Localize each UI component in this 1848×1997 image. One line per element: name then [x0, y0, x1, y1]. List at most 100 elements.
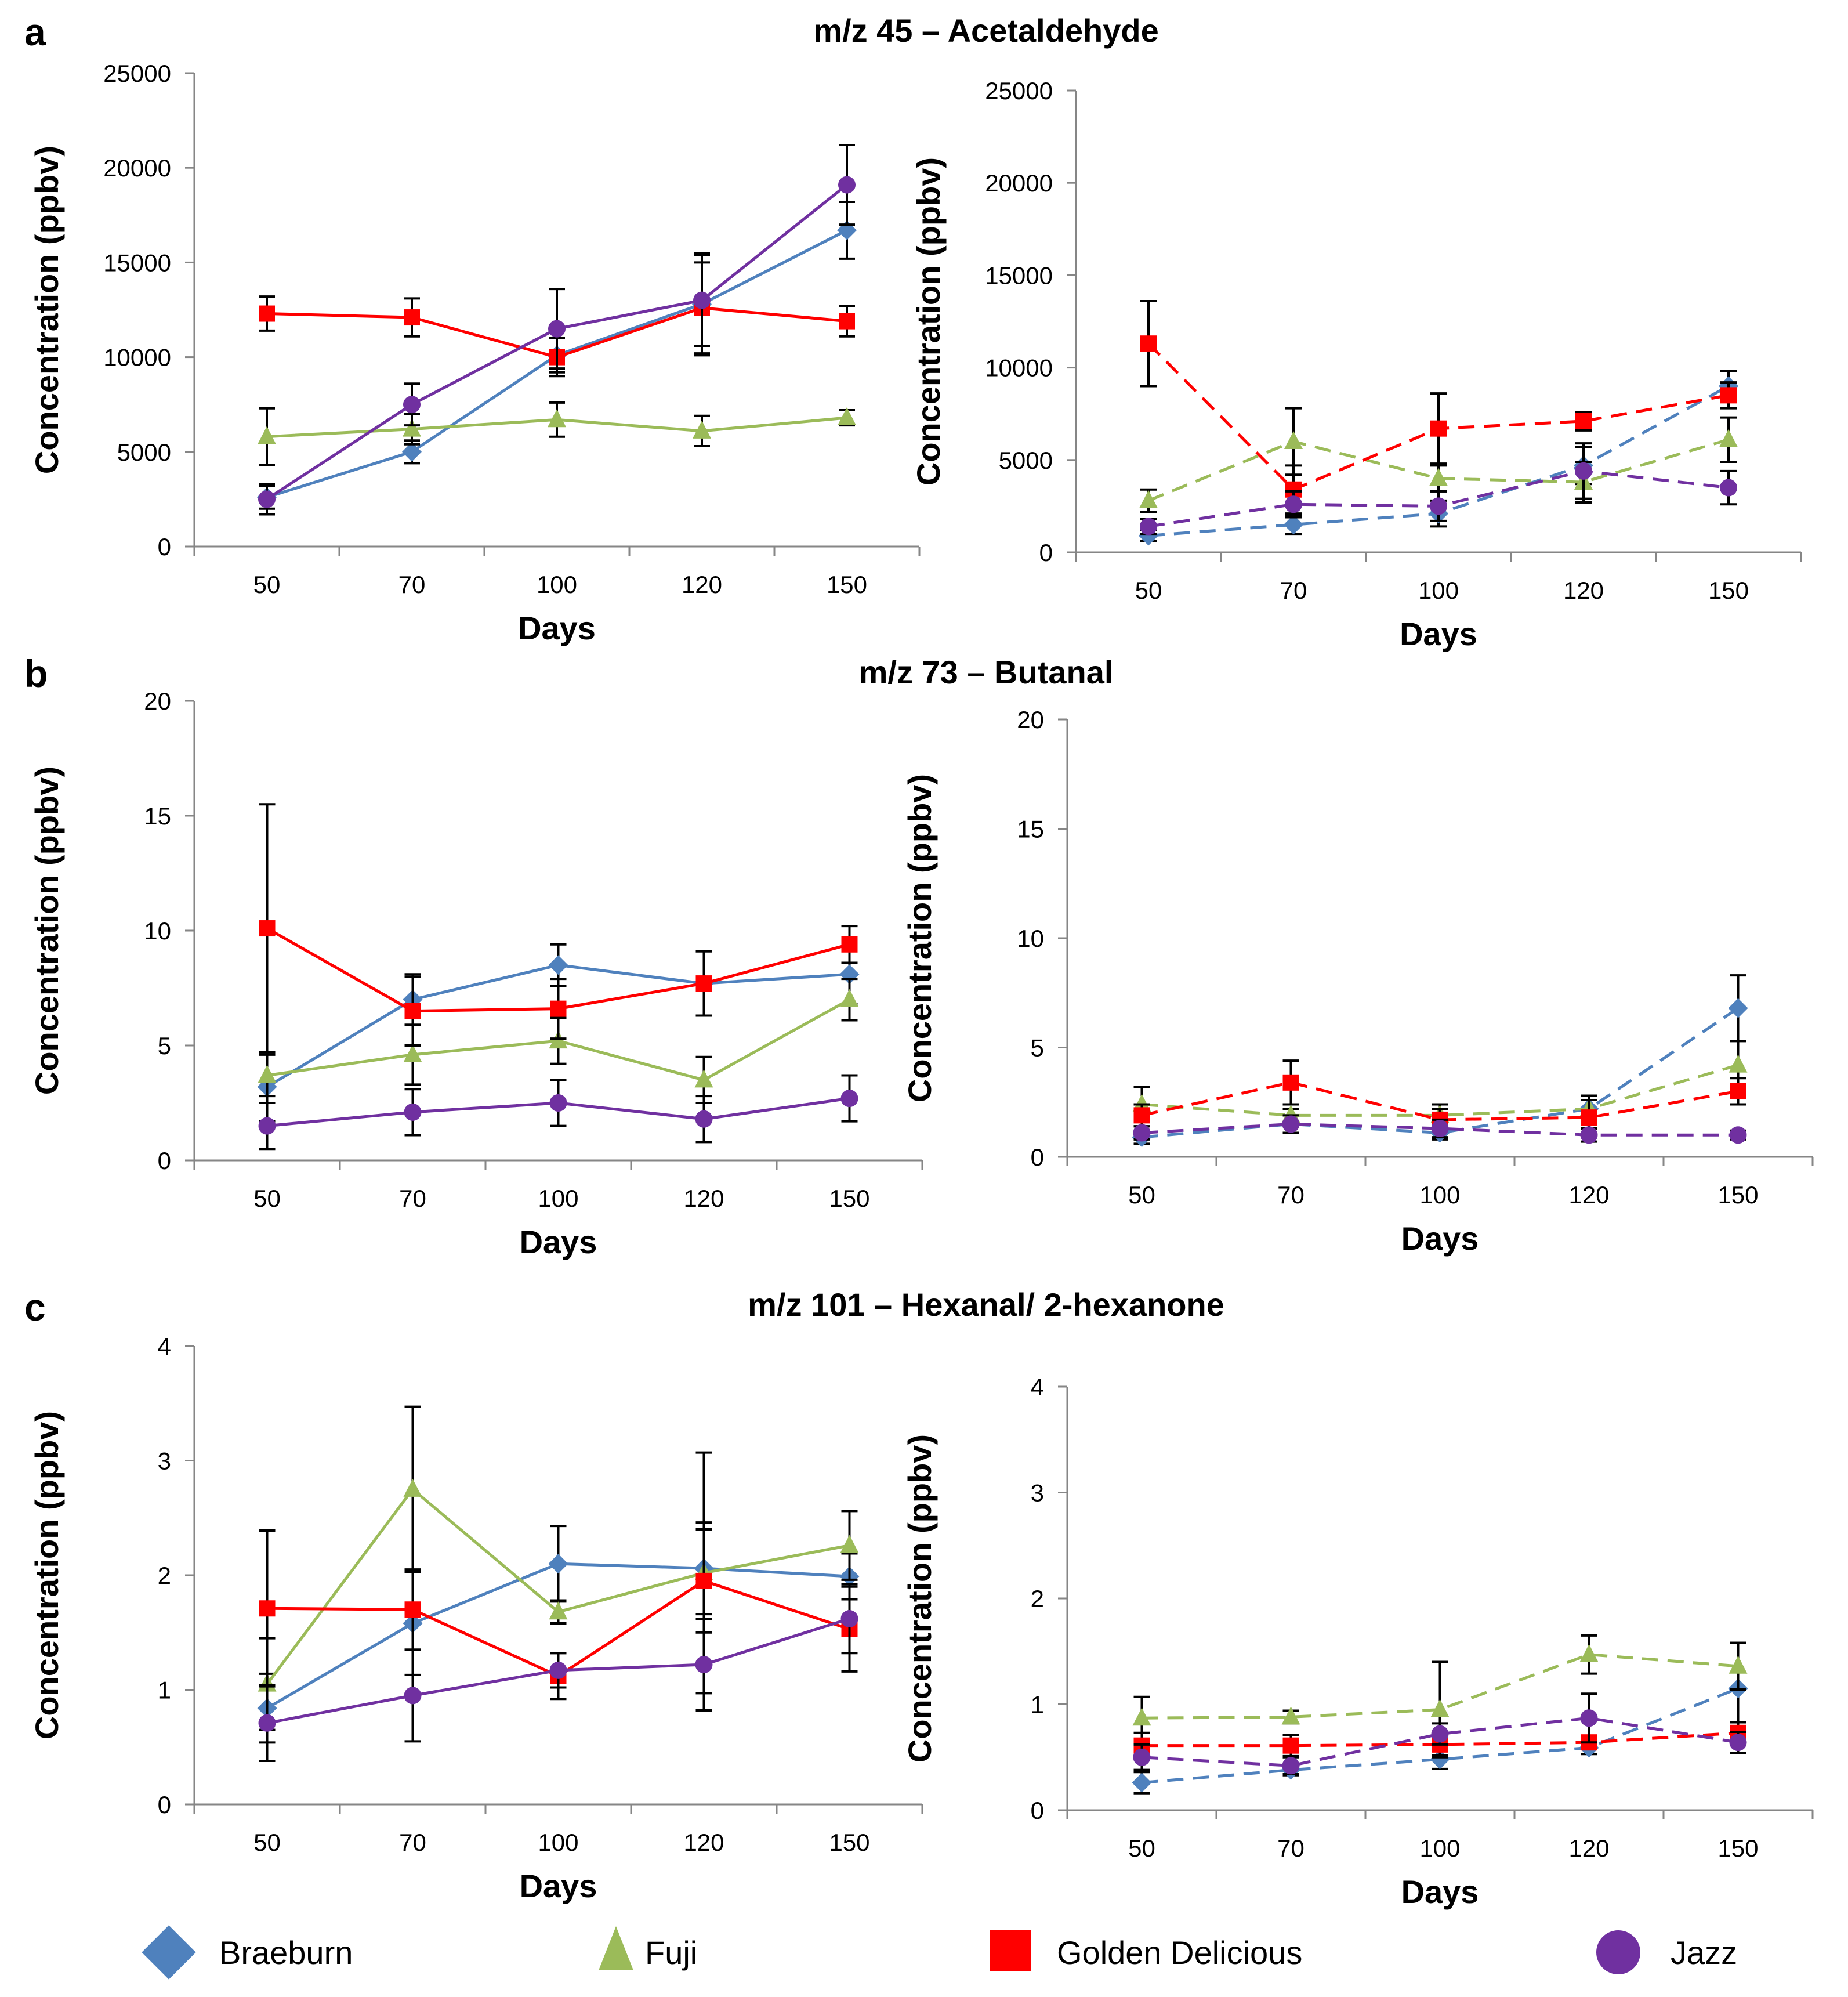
- chart-c-right-line-golden: [1142, 1731, 1738, 1748]
- chart-b-right-point-golden: [1133, 1107, 1150, 1124]
- chart-c-right-y-tick-label: 0: [1031, 1797, 1044, 1824]
- legend-label-braeburn: Braeburn: [219, 1934, 353, 1971]
- chart-b-left-series-jazz: [258, 1074, 858, 1151]
- chart-b-right-line-jazz: [1142, 1122, 1738, 1137]
- chart-c-left-point-jazz: [840, 1610, 858, 1628]
- chart-a-left-y-tick-label: 10000: [103, 344, 171, 371]
- legend-marker-jazz: [1596, 1930, 1640, 1974]
- chart-b-left-point-jazz: [695, 1110, 713, 1128]
- chart-a-right-point-golden: [1575, 413, 1592, 429]
- chart-b-left-x-tick-label: 50: [253, 1185, 281, 1212]
- legend-item-jazz: Jazz: [1596, 1930, 1737, 1974]
- legend-label-golden: Golden Delicious: [1057, 1934, 1302, 1971]
- chart-a-left-series-jazz: [258, 144, 856, 516]
- chart-a-left-point-golden: [404, 309, 420, 326]
- chart-b-right-x-axis-title: Days: [1401, 1220, 1479, 1257]
- chart-c-right-series-jazz: [1133, 1692, 1747, 1775]
- legend: Braeburn Fuji Golden Delicious Jazz: [142, 1925, 1737, 1980]
- chart-b-right-point-jazz: [1282, 1115, 1300, 1133]
- chart-b-right-y-axis-title: Concentration (ppbv): [901, 774, 938, 1102]
- chart-a-left-x-tick-label: 150: [827, 571, 867, 598]
- chart-a-right-point-braeburn: [1284, 515, 1303, 535]
- chart-a-right-series-fuji: [1139, 407, 1738, 513]
- chart-c-right-point-jazz: [1729, 1734, 1747, 1752]
- chart-c-left-point-golden: [259, 1600, 276, 1617]
- chart-b-left-point-fuji: [258, 1065, 277, 1083]
- chart-c-left-y-tick-label: 4: [158, 1333, 171, 1360]
- panel-title-a: m/z 45 – Acetaldehyde: [813, 12, 1159, 49]
- chart-b-left-point-fuji: [694, 1069, 713, 1088]
- chart-a-left-point-jazz: [693, 291, 711, 309]
- chart-b-right-series-jazz: [1133, 1114, 1747, 1144]
- chart-b-left-point-jazz: [549, 1094, 567, 1112]
- chart-b-right-y-tick-label: 0: [1031, 1144, 1044, 1171]
- chart-b-left-y-tick-label: 20: [144, 688, 171, 715]
- chart-b-left-point-braeburn: [548, 955, 568, 975]
- chart-a-right-point-fuji: [1429, 468, 1448, 486]
- chart-c-left-point-fuji: [403, 1478, 422, 1497]
- chart-b-left-y-tick-label: 0: [158, 1147, 171, 1174]
- chart-a-right-series-jazz: [1140, 442, 1737, 536]
- chart-c-right-x-tick-label: 120: [1568, 1835, 1609, 1862]
- chart-b-left-point-golden: [404, 1003, 421, 1019]
- chart-a-right-point-jazz: [1430, 497, 1447, 515]
- chart-c-left-point-braeburn: [548, 1554, 568, 1574]
- legend-label-fuji: Fuji: [645, 1934, 697, 1971]
- chart-a-right-point-golden: [1430, 420, 1447, 437]
- chart-b-left-y-tick-label: 5: [158, 1032, 171, 1059]
- panel-letter-a: a: [24, 10, 46, 53]
- chart-b-right-x-tick-label: 100: [1419, 1181, 1460, 1209]
- chart-a-left-x-tick-label: 50: [253, 571, 281, 598]
- chart-b-right-point-braeburn: [1728, 998, 1748, 1018]
- chart-a-left-point-fuji: [258, 426, 276, 444]
- chart-b-left: 0 5 10 15 20 50 70 100 120 150 Days Concentration (…: [28, 688, 923, 1260]
- chart-a-right-x-tick-label: 100: [1418, 577, 1459, 604]
- chart-c-left-point-fuji: [549, 1601, 568, 1620]
- chart-a-left-y-axis-title: Concentration (ppbv): [28, 146, 65, 474]
- chart-a-right-point-jazz: [1285, 495, 1302, 513]
- chart-c-left-x-tick-label: 50: [253, 1829, 281, 1856]
- chart-a-left-point-fuji: [403, 418, 421, 437]
- chart-c-right-y-tick-label: 3: [1031, 1479, 1044, 1507]
- chart-b-right-point-jazz: [1133, 1124, 1151, 1142]
- chart-a-left-point-jazz: [548, 320, 566, 338]
- chart-a-right-x-tick-label: 50: [1135, 577, 1162, 604]
- chart-c-right-y-tick-label: 1: [1031, 1691, 1044, 1719]
- chart-c-left-point-golden: [695, 1572, 712, 1589]
- chart-a-right-point-golden: [1720, 387, 1737, 404]
- chart-b-left-x-tick-label: 70: [399, 1185, 426, 1212]
- chart-b-right-point-jazz: [1431, 1119, 1449, 1137]
- chart-a-left-point-jazz: [403, 396, 421, 414]
- panel-letter-b: b: [24, 652, 48, 695]
- chart-c-left-x-tick-label: 100: [538, 1829, 578, 1856]
- panel-title-b: m/z 73 – Butanal: [859, 654, 1114, 690]
- chart-c-left-x-tick-label: 70: [399, 1829, 426, 1856]
- chart-b-left-point-jazz: [840, 1090, 858, 1108]
- legend-item-fuji: Fuji: [599, 1926, 697, 1971]
- chart-c-right-point-fuji: [1132, 1707, 1151, 1726]
- chart-b-left-point-golden: [259, 920, 276, 937]
- chart-b-right-y-tick-label: 5: [1031, 1034, 1044, 1062]
- chart-a-right-y-tick-label: 5000: [999, 447, 1053, 474]
- chart-a-left-series-fuji: [258, 401, 856, 466]
- chart-a-left-x-tick-label: 120: [682, 571, 722, 598]
- chart-c-right-point-golden: [1282, 1737, 1299, 1754]
- chart-a-left-x-tick-label: 70: [398, 571, 426, 598]
- chart-b-left-point-jazz: [258, 1117, 276, 1135]
- chart-a-right-point-jazz: [1575, 462, 1592, 480]
- chart-c-left-y-tick-label: 3: [158, 1448, 171, 1475]
- chart-c-left-point-fuji: [840, 1535, 859, 1553]
- chart-b-right-y-tick-label: 10: [1017, 925, 1044, 952]
- legend-marker-fuji: [599, 1926, 633, 1970]
- chart-a-right-y-tick-label: 25000: [985, 77, 1053, 104]
- chart-a-right-line-fuji: [1148, 438, 1729, 502]
- chart-c-right-x-axis-title: Days: [1401, 1873, 1479, 1910]
- chart-a-right-x-tick-label: 120: [1563, 577, 1604, 604]
- chart-c-left-point-golden: [404, 1601, 421, 1618]
- chart-c-right-x-tick-label: 50: [1128, 1835, 1155, 1862]
- chart-c-right-point-jazz: [1133, 1748, 1151, 1766]
- chart-b-right-x-tick-label: 150: [1717, 1181, 1758, 1209]
- chart-a-left-y-tick-label: 15000: [103, 249, 171, 276]
